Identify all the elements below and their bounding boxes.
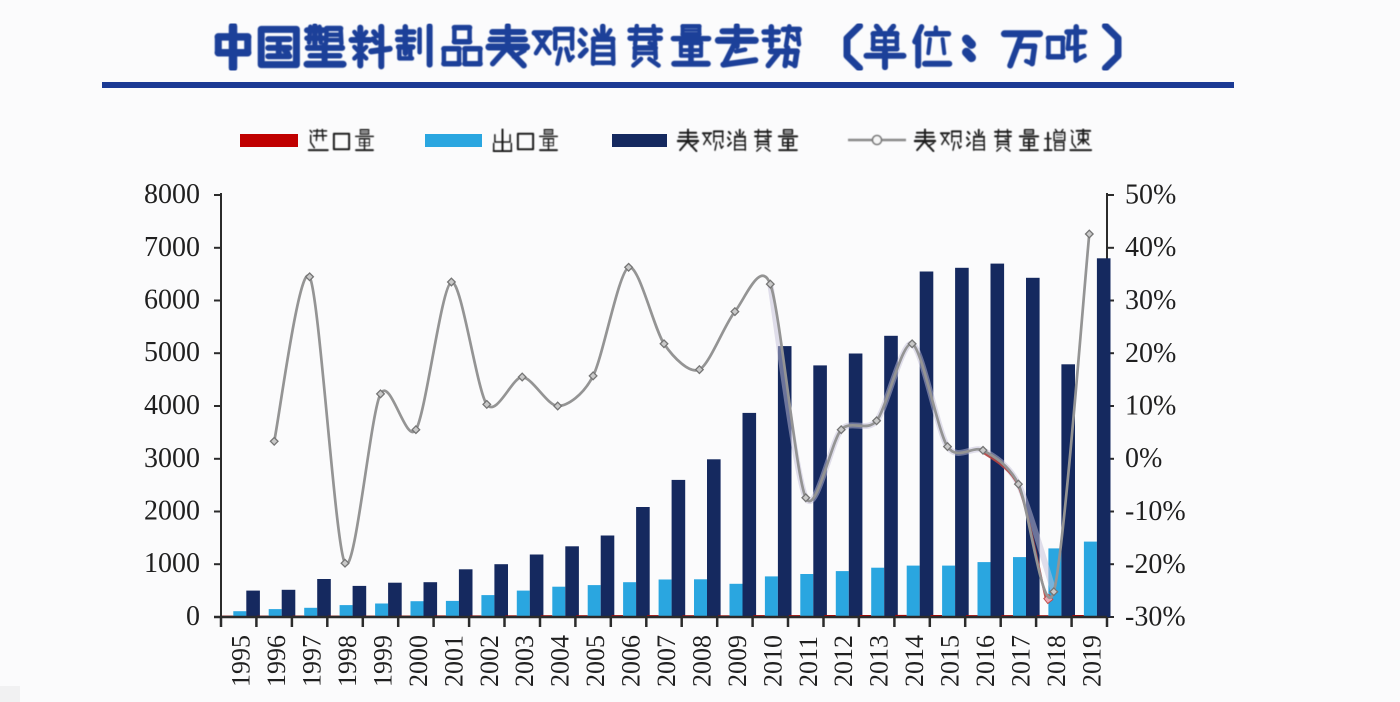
svg-text:0%: 0%	[1125, 443, 1162, 474]
svg-text:2000: 2000	[144, 496, 200, 527]
svg-text:2018: 2018	[1042, 635, 1071, 687]
svg-text:-30%: -30%	[1125, 602, 1186, 633]
svg-text:1999: 1999	[369, 635, 398, 687]
svg-text:7000: 7000	[144, 232, 200, 263]
svg-text:2005: 2005	[581, 635, 610, 687]
svg-text:20%: 20%	[1125, 338, 1176, 369]
svg-text:2009: 2009	[723, 635, 752, 687]
svg-text:30%: 30%	[1125, 285, 1176, 316]
svg-text:1996: 1996	[262, 635, 291, 687]
svg-text:2004: 2004	[546, 635, 575, 687]
svg-text:2006: 2006	[617, 635, 646, 687]
svg-text:2003: 2003	[510, 635, 539, 687]
svg-text:2019: 2019	[1077, 635, 1106, 687]
svg-text:3000: 3000	[144, 443, 200, 474]
svg-text:2008: 2008	[687, 635, 716, 687]
svg-text:40%: 40%	[1125, 232, 1176, 263]
svg-text:1998: 1998	[333, 635, 362, 687]
svg-text:6000: 6000	[144, 285, 200, 316]
svg-text:2000: 2000	[404, 635, 433, 687]
svg-text:-20%: -20%	[1125, 549, 1186, 580]
svg-text:2017: 2017	[1006, 635, 1035, 687]
svg-text:-10%: -10%	[1125, 496, 1186, 527]
svg-text:4000: 4000	[144, 390, 200, 421]
svg-text:2007: 2007	[652, 635, 681, 687]
svg-text:2002: 2002	[475, 635, 504, 687]
svg-text:2001: 2001	[439, 635, 468, 687]
svg-text:50%: 50%	[1125, 180, 1176, 211]
svg-text:8000: 8000	[144, 179, 200, 210]
svg-text:0: 0	[186, 601, 200, 632]
svg-text:5000: 5000	[144, 337, 200, 368]
svg-text:2012: 2012	[829, 635, 858, 687]
svg-text:2015: 2015	[936, 635, 965, 687]
svg-text:10%: 10%	[1125, 391, 1176, 422]
svg-text:1000: 1000	[144, 548, 200, 579]
svg-text:1997: 1997	[298, 635, 327, 687]
svg-text:1995: 1995	[227, 635, 256, 687]
svg-text:2016: 2016	[971, 635, 1000, 687]
svg-text:2010: 2010	[758, 635, 787, 687]
svg-text:2011: 2011	[794, 636, 823, 687]
svg-text:2014: 2014	[900, 635, 929, 687]
svg-text:2013: 2013	[865, 635, 894, 687]
